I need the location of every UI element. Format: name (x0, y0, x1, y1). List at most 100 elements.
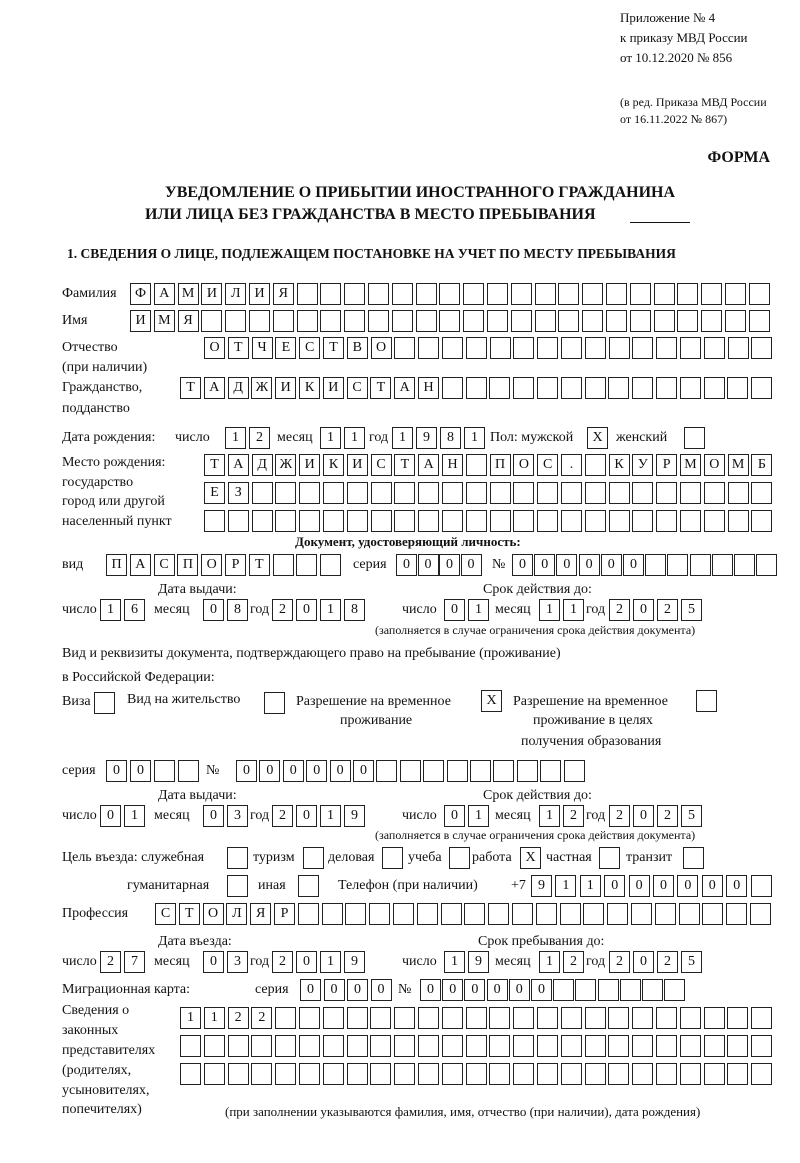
char-box[interactable]: 1 (100, 599, 121, 621)
char-box[interactable]: 0 (556, 554, 578, 576)
char-box[interactable] (201, 310, 223, 332)
char-box[interactable] (560, 1035, 582, 1057)
char-box[interactable]: А (129, 554, 151, 576)
char-box[interactable]: 0 (236, 760, 257, 782)
char-box[interactable]: О (201, 554, 223, 576)
char-box[interactable]: 6 (124, 599, 145, 621)
char-box[interactable] (394, 510, 416, 532)
char-box[interactable] (701, 283, 723, 305)
char-box[interactable]: Ч (251, 337, 273, 359)
char-box[interactable] (394, 337, 416, 359)
char-box[interactable] (583, 903, 605, 925)
char-box[interactable]: Т (248, 554, 270, 576)
char-box[interactable] (465, 454, 487, 476)
char-box[interactable] (702, 903, 724, 925)
char-box[interactable] (465, 1063, 487, 1085)
char-box[interactable] (537, 377, 558, 399)
char-box[interactable] (394, 482, 416, 504)
char-box[interactable] (180, 1035, 201, 1057)
char-box[interactable] (540, 760, 562, 782)
char-box[interactable] (227, 1035, 249, 1057)
char-box[interactable]: 1 (579, 875, 601, 897)
char-box[interactable] (656, 377, 677, 399)
char-box[interactable]: О (703, 454, 725, 476)
char-box[interactable] (664, 979, 686, 1001)
char-box[interactable] (272, 554, 294, 576)
char-box[interactable] (344, 310, 366, 332)
char-box[interactable]: 3 (227, 951, 248, 973)
char-box[interactable] (345, 903, 367, 925)
char-box[interactable]: 5 (681, 951, 702, 973)
char-box[interactable]: П (177, 554, 199, 576)
char-box[interactable] (442, 482, 463, 504)
char-box[interactable] (320, 310, 342, 332)
char-box[interactable] (559, 903, 581, 925)
char-box[interactable]: М (153, 310, 175, 332)
char-box[interactable] (560, 1007, 582, 1029)
char-box[interactable]: 0 (578, 554, 600, 576)
char-box[interactable]: 1 (203, 1007, 225, 1029)
char-box[interactable] (415, 283, 437, 305)
char-box[interactable] (656, 1063, 677, 1085)
char-box[interactable]: К (608, 454, 630, 476)
char-box[interactable] (370, 510, 392, 532)
char-box[interactable] (703, 482, 725, 504)
char-box[interactable]: Р (225, 554, 246, 576)
char-box[interactable] (322, 1007, 344, 1029)
char-box[interactable] (537, 337, 559, 359)
char-box[interactable] (751, 510, 773, 532)
char-box[interactable] (489, 510, 511, 532)
char-box[interactable]: 0 (203, 599, 224, 621)
char-box[interactable]: Е (275, 337, 297, 359)
char-box[interactable] (513, 1007, 535, 1029)
char-box[interactable] (575, 979, 597, 1001)
char-box[interactable]: 1 (539, 951, 560, 973)
char-box[interactable] (487, 283, 508, 305)
char-box[interactable] (439, 283, 461, 305)
char-box[interactable] (535, 903, 557, 925)
char-box[interactable] (725, 283, 746, 305)
char-box[interactable]: 1 (468, 599, 489, 621)
char-box[interactable] (513, 510, 535, 532)
char-box[interactable] (423, 760, 445, 782)
char-box[interactable] (725, 310, 746, 332)
char-box[interactable]: М (680, 454, 701, 476)
char-box[interactable]: 0 (130, 760, 151, 782)
char-box[interactable] (678, 903, 700, 925)
char-box[interactable]: 0 (439, 554, 460, 576)
char-box[interactable]: С (346, 377, 368, 399)
char-box[interactable]: Т (180, 377, 201, 399)
char-box[interactable]: 9 (344, 805, 365, 827)
char-box[interactable]: 0 (633, 951, 654, 973)
char-box[interactable]: А (227, 454, 249, 476)
char-box[interactable] (608, 377, 630, 399)
char-box[interactable] (703, 377, 725, 399)
char-box[interactable]: Т (370, 377, 392, 399)
char-box[interactable] (512, 903, 533, 925)
char-box[interactable] (346, 1035, 368, 1057)
char-box[interactable] (297, 903, 319, 925)
char-box[interactable] (346, 482, 368, 504)
char-box[interactable] (584, 337, 606, 359)
char-box[interactable]: Я (250, 903, 272, 925)
char-box[interactable] (748, 283, 770, 305)
char-box[interactable] (534, 310, 556, 332)
char-box[interactable]: 2 (100, 951, 121, 973)
char-box[interactable] (751, 1063, 773, 1085)
char-box[interactable]: 1 (555, 875, 577, 897)
char-box[interactable] (275, 1007, 297, 1029)
char-box[interactable] (227, 847, 248, 869)
char-box[interactable]: Л (225, 283, 247, 305)
char-box[interactable] (225, 310, 247, 332)
char-box[interactable]: 0 (417, 554, 439, 576)
char-box[interactable] (394, 1035, 416, 1057)
char-box[interactable]: 0 (600, 554, 622, 576)
char-box[interactable] (677, 283, 699, 305)
char-box[interactable] (701, 310, 723, 332)
char-box[interactable] (299, 510, 321, 532)
char-box[interactable] (296, 554, 318, 576)
char-box[interactable]: 2 (657, 599, 678, 621)
char-box[interactable] (608, 510, 630, 532)
char-box[interactable]: 0 (296, 805, 317, 827)
char-box[interactable] (608, 1063, 630, 1085)
